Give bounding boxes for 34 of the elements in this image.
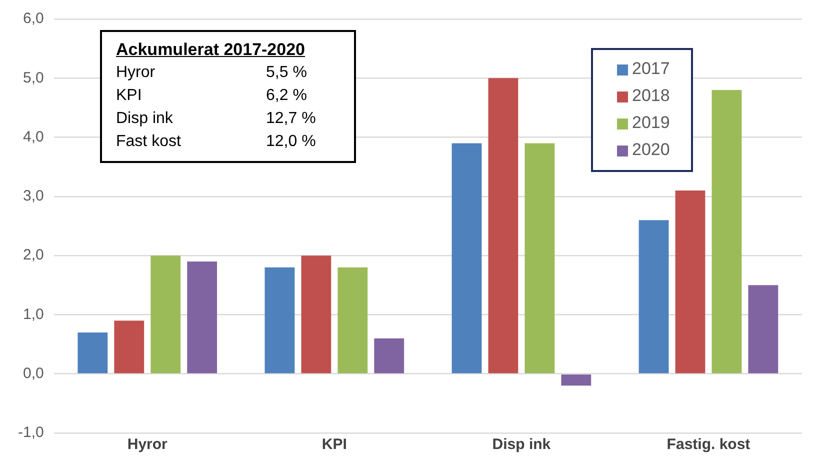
y-tick-label: 1,0 xyxy=(22,306,44,323)
legend-label: 2019 xyxy=(632,113,670,132)
bar xyxy=(452,143,482,374)
bar xyxy=(638,220,669,374)
bar xyxy=(264,267,295,374)
bar xyxy=(338,267,368,374)
bar xyxy=(561,374,592,386)
bar xyxy=(524,143,555,374)
y-tick-label: 4,0 xyxy=(22,128,44,146)
x-tick-label: KPI xyxy=(322,436,347,454)
bar xyxy=(78,332,108,374)
text-box: Ackumulerat 2017-2020 Hyror 5,5 % KPI 6,2 % Disp ink 12,7 % Fast kost 12,0 % xyxy=(100,30,356,163)
bar xyxy=(675,190,706,374)
annotation: Ackumulerat 2017-2020 xyxy=(116,39,306,61)
x-tick-label: Hyror xyxy=(127,436,168,454)
bar xyxy=(114,320,144,374)
y-tick-label: -1,0 xyxy=(18,424,44,442)
x-tick-label: Disp ink xyxy=(492,436,552,454)
bar xyxy=(712,90,742,374)
bar xyxy=(374,338,404,374)
legend-label: 2017 xyxy=(632,59,670,78)
y-tick-label: 3,0 xyxy=(22,188,44,205)
legend-label: 2020 xyxy=(632,140,670,160)
bar xyxy=(187,261,218,374)
y-tick-label: 6,0 xyxy=(22,10,44,28)
y-tick-label: 5,0 xyxy=(22,69,44,86)
x-tick-label: Fastig. kost xyxy=(666,436,750,454)
y-tick-label: 2,0 xyxy=(22,246,44,264)
bar xyxy=(488,78,518,374)
legend-label: 2018 xyxy=(632,86,670,106)
bar xyxy=(301,256,332,374)
bar xyxy=(748,285,778,374)
bar xyxy=(150,256,181,374)
y-tick-label: 0,0 xyxy=(22,365,44,382)
